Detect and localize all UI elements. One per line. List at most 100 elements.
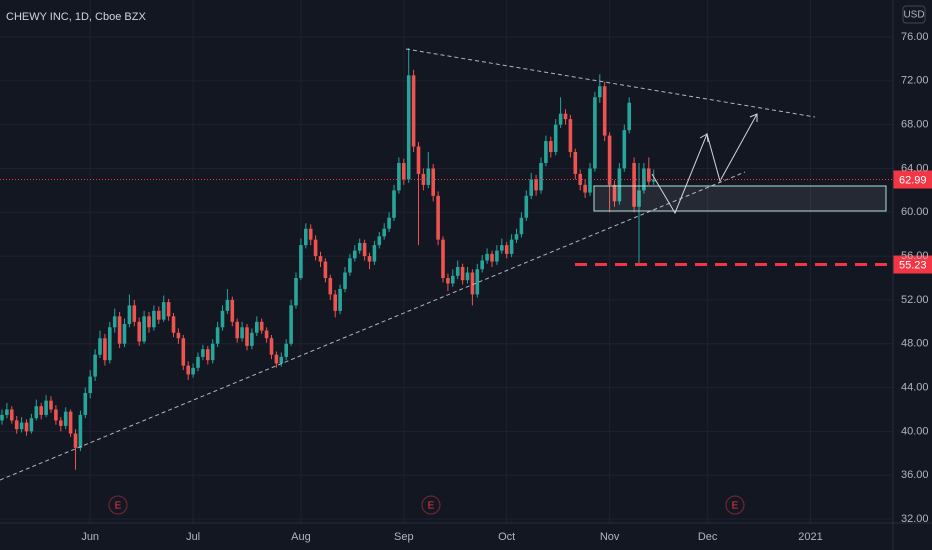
candle-body bbox=[29, 418, 34, 432]
candle-body bbox=[44, 400, 48, 415]
candle-body bbox=[377, 236, 382, 246]
event-label: E bbox=[428, 501, 435, 512]
y-tick-label: 68.00 bbox=[901, 119, 929, 131]
x-tick-label: Aug bbox=[291, 531, 311, 543]
y-tick-label: 48.00 bbox=[901, 338, 929, 350]
candle-body bbox=[495, 250, 499, 262]
candle-body bbox=[308, 228, 313, 240]
candle-body bbox=[612, 184, 617, 202]
candle-body bbox=[627, 102, 631, 131]
candle-body bbox=[294, 278, 298, 306]
y-tick-label: 52.00 bbox=[901, 294, 929, 306]
candle-body bbox=[98, 338, 102, 355]
candle-body bbox=[230, 299, 235, 322]
candle-body bbox=[333, 294, 337, 311]
candle-body bbox=[54, 409, 58, 421]
y-tick-label: 76.00 bbox=[901, 31, 929, 43]
candle-body bbox=[220, 310, 225, 328]
currency-box[interactable] bbox=[902, 5, 926, 24]
y-tick-label: 32.00 bbox=[901, 513, 929, 525]
candle-body bbox=[10, 409, 14, 421]
y-tick-label: 72.00 bbox=[901, 75, 929, 87]
candle-body bbox=[161, 302, 166, 320]
x-tick-label: Oct bbox=[498, 531, 515, 543]
candle-body bbox=[558, 113, 563, 125]
y-tick-label: 40.00 bbox=[901, 425, 929, 437]
last-price-box bbox=[893, 170, 932, 189]
candle-body bbox=[387, 217, 391, 229]
candle-body bbox=[157, 310, 161, 320]
event-circle bbox=[421, 495, 441, 515]
event-label: E bbox=[115, 501, 122, 512]
candle-body bbox=[583, 184, 587, 193]
candle-body bbox=[539, 162, 543, 191]
candle-body bbox=[49, 400, 53, 410]
candles bbox=[0, 47, 656, 470]
price-lines: 62.99 55.23 bbox=[0, 170, 932, 274]
event-marker[interactable]: E bbox=[725, 495, 745, 515]
candle-body bbox=[289, 305, 293, 344]
candle-body bbox=[196, 356, 200, 368]
candle-body bbox=[313, 239, 318, 257]
candle-body bbox=[137, 321, 141, 342]
candle-body bbox=[225, 299, 230, 311]
candle-body bbox=[514, 234, 519, 240]
candle-body bbox=[357, 242, 362, 251]
zone-rectangle bbox=[593, 185, 887, 212]
candle-body bbox=[578, 173, 582, 185]
candle-body bbox=[588, 168, 592, 193]
candle-body bbox=[240, 327, 244, 339]
candle-body bbox=[191, 367, 195, 375]
candle-body bbox=[152, 310, 156, 328]
candle-body bbox=[103, 338, 107, 361]
candle-body bbox=[647, 168, 651, 182]
candle-body bbox=[166, 302, 171, 317]
candle-body bbox=[524, 195, 529, 218]
candle-body bbox=[553, 124, 558, 153]
candle-body bbox=[637, 190, 641, 207]
candle-body bbox=[353, 250, 357, 259]
arrow-head bbox=[699, 133, 709, 143]
y-tick-label: 60.00 bbox=[901, 206, 929, 218]
symbol-title: CHEWY INC, 1D, Cboe BZX bbox=[6, 11, 146, 23]
candle-body bbox=[416, 146, 421, 174]
candle-body bbox=[504, 245, 509, 254]
candle-body bbox=[362, 242, 367, 257]
event-label: E bbox=[732, 501, 739, 512]
arrow-head bbox=[749, 113, 758, 122]
candle-body bbox=[284, 343, 288, 357]
y-tick-label: 36.00 bbox=[901, 469, 929, 481]
candle-body bbox=[455, 267, 460, 276]
candle-body bbox=[176, 332, 181, 339]
candle-body bbox=[255, 321, 259, 333]
event-marker[interactable]: E bbox=[421, 495, 441, 515]
candle-body bbox=[544, 141, 548, 163]
candle-body bbox=[269, 338, 274, 355]
candle-body bbox=[406, 75, 411, 180]
event-marker[interactable]: E bbox=[108, 495, 128, 515]
candle-body bbox=[519, 217, 524, 235]
candle-body bbox=[426, 168, 431, 185]
candle-body bbox=[549, 141, 553, 153]
candle-body bbox=[392, 190, 396, 218]
candle-body bbox=[485, 253, 489, 261]
lower-trendline bbox=[0, 171, 746, 481]
candle-body bbox=[93, 354, 97, 377]
candle-body bbox=[431, 168, 435, 196]
candle-body bbox=[274, 354, 279, 364]
candle-body bbox=[372, 245, 377, 262]
candle-body bbox=[19, 422, 24, 430]
candle-body bbox=[108, 327, 112, 361]
candle-body bbox=[181, 338, 186, 366]
level-label: 55.23 bbox=[899, 259, 927, 271]
candle-body bbox=[142, 316, 146, 342]
candle-body bbox=[318, 256, 323, 262]
candle-body bbox=[259, 321, 264, 331]
candle-body bbox=[34, 406, 39, 419]
candle-body bbox=[617, 168, 622, 202]
candle-body bbox=[299, 245, 303, 278]
candle-body bbox=[279, 356, 284, 364]
candle-body bbox=[475, 269, 480, 295]
x-tick-label: Jul bbox=[186, 531, 200, 543]
